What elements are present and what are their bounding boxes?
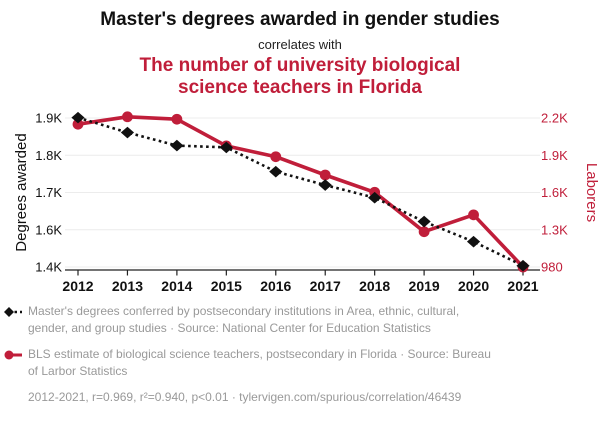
page-title: Master's degrees awarded in gender studi… <box>100 9 500 30</box>
series-line-teachers <box>76 115 525 269</box>
correlated-series-title: The number of university biological scie… <box>139 55 461 98</box>
x-axis-label: 2012 <box>62 278 93 294</box>
y-tick-label-left: 1.6K <box>35 222 62 237</box>
data-point-diamond <box>368 191 382 204</box>
y-tick-label-left: 1.8K <box>35 148 62 163</box>
data-point-diamond <box>466 235 481 248</box>
diamond-dotted-line-icon <box>4 307 22 317</box>
data-point-circle <box>468 209 479 221</box>
data-point-diamond <box>71 111 85 124</box>
series-line-degrees <box>77 116 524 267</box>
legend-label-teachers: BLS estimate of biological science teach… <box>28 347 491 378</box>
data-point-diamond <box>318 179 332 191</box>
correlates-with-label: correlates with <box>258 37 342 52</box>
x-axis-label: 2017 <box>310 278 341 294</box>
x-axis-label: 2019 <box>409 278 440 294</box>
circle-solid-line-icon <box>4 350 22 360</box>
y-tick-label-right: 1.3K <box>541 222 568 237</box>
x-axis-label: 2016 <box>260 278 291 294</box>
data-point-diamond <box>120 126 135 139</box>
x-axis-label: 2014 <box>161 278 192 294</box>
data-point-diamond <box>269 165 283 178</box>
data-point-diamond <box>516 259 530 272</box>
legend-label-degrees: Master's degrees conferred by postsecond… <box>28 304 460 335</box>
title-block: Master's degrees awarded in gender studi… <box>0 0 600 99</box>
x-axis-label: 2021 <box>507 278 538 294</box>
legend-item-degrees: Master's degrees conferred by postsecond… <box>4 303 544 337</box>
x-axis-label: 2018 <box>359 278 390 294</box>
correlation-line-chart: 2012 2013 2014 2015 2016 2017 2018 2019 2020 2021… <box>13 111 600 295</box>
data-point-diamond <box>417 215 431 228</box>
data-point-circle <box>270 151 282 163</box>
x-axis-label: 2013 <box>112 278 143 294</box>
y-tick-label-right: 1.6K <box>541 185 568 200</box>
data-point-circle <box>122 111 133 123</box>
data-point-diamond <box>219 141 233 154</box>
y-tick-label-right: 2.2K <box>541 111 568 126</box>
y-tick-label-left: 1.9K <box>35 111 62 126</box>
x-axis-label: 2015 <box>211 278 242 294</box>
y-axis-title-right: Laborers <box>583 163 600 222</box>
data-point-circle <box>171 113 183 125</box>
y-tick-label-left: 1.7K <box>35 185 62 200</box>
y-axis-title-left: Degrees awarded <box>13 133 30 251</box>
data-point-circle <box>418 226 430 238</box>
legend-item-teachers: BLS estimate of biological science teach… <box>4 346 544 380</box>
y-tick-label-right: 980 <box>541 260 563 275</box>
stats-and-source-caption: 2012-2021, r=0.969, r²=0.940, p<0.01 · t… <box>28 390 462 404</box>
y-tick-label-right: 1.9K <box>541 148 568 163</box>
x-axis-label: 2020 <box>458 278 489 294</box>
legend: Master's degrees conferred by postsecond… <box>4 303 544 406</box>
y-tick-label-left: 1.4K <box>35 260 62 275</box>
data-point-circle <box>72 118 84 130</box>
data-point-diamond <box>170 139 184 152</box>
data-point-circle <box>319 169 331 181</box>
